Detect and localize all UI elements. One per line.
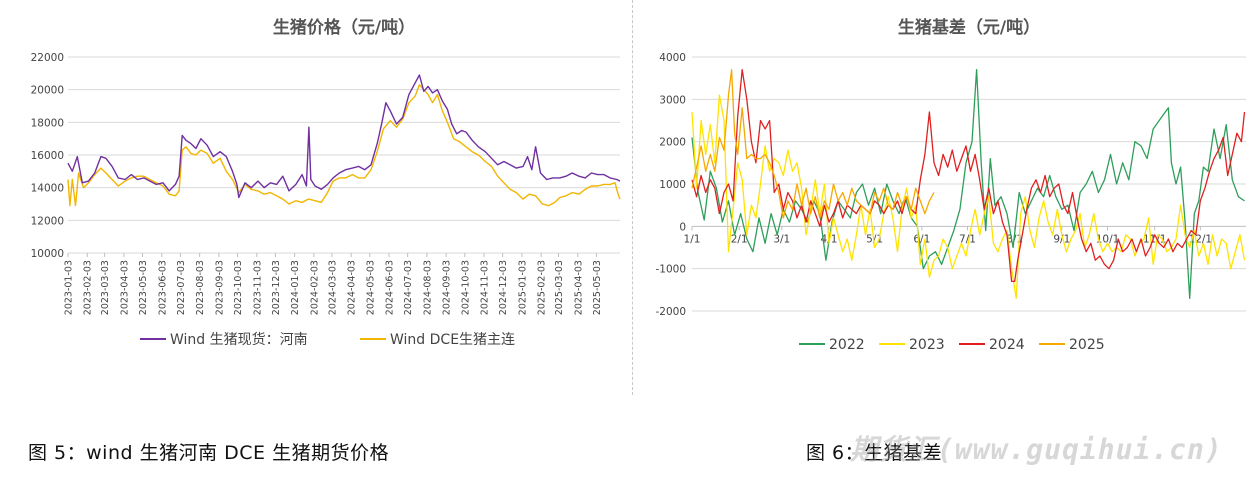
- series-line-spot-henan: [67, 74, 621, 199]
- x-tick-label: 2024-04-03: [347, 260, 358, 315]
- x-tick-label: 2023-11-03: [252, 260, 263, 315]
- x-tick-label: 7/1: [959, 233, 976, 245]
- x-tick-label: 2023-12-03: [271, 260, 282, 315]
- x-tick-label: 9/1: [1053, 233, 1070, 245]
- panel-divider: [632, 0, 633, 395]
- y-tick-label: 18000: [31, 117, 64, 129]
- series-line-2023: [691, 94, 1246, 299]
- x-tick-label: 5/1: [866, 233, 883, 245]
- x-tick-label: 2024-06-03: [385, 260, 396, 315]
- x-tick-label: 2023-06-03: [157, 260, 168, 315]
- x-tick-label: 3/1: [773, 233, 790, 245]
- x-tick-label: 2024-09-03: [442, 260, 453, 315]
- series-line-dce-futures: [67, 84, 621, 207]
- x-tick-label: 2023-10-03: [233, 260, 244, 315]
- x-tick-label: 2023-05-03: [138, 260, 149, 315]
- x-tick-label: 2024-11-03: [480, 260, 491, 315]
- y-tick-label: 22000: [31, 52, 64, 64]
- y-tick-label: 10000: [31, 248, 64, 260]
- y-tick-label: 2000: [659, 137, 686, 149]
- x-tick-label: 2024-08-03: [422, 260, 433, 315]
- y-tick-label: 3000: [659, 94, 686, 106]
- series-line-2024: [691, 69, 1246, 283]
- y-tick-label: 1000: [659, 179, 686, 191]
- x-tick-label: 2024-12-03: [498, 260, 509, 315]
- legend-label: Wind DCE生猪主连: [390, 332, 515, 348]
- x-tick-label: 2024-02-03: [309, 260, 320, 315]
- series-line-2025: [691, 69, 935, 219]
- basis-chart-panel: 生猪基差（元/吨） 4000 3000 2000 1000 0 -1000 -2000 1/1 2…: [634, 0, 1258, 390]
- y-tick-label: 4000: [659, 52, 686, 64]
- basis-chart: 生猪基差（元/吨） 4000 3000 2000 1000 0 -1000 -2000 1/1 2…: [655, 17, 1246, 353]
- x-tick-label: 2024-05-03: [365, 260, 376, 315]
- legend-label: 2024: [989, 337, 1025, 353]
- y-tick-label: -2000: [655, 306, 686, 318]
- x-tick-label: 2024-03-03: [327, 260, 338, 315]
- legend-label: 2025: [1069, 337, 1105, 353]
- price-chart-panel: 生猪价格（元/吨） 22000 20000 18000 16000 14000 12000 1…: [0, 0, 632, 390]
- legend-label: 2022: [829, 337, 865, 353]
- x-tick-label: 10/1: [1096, 233, 1120, 245]
- figure-5-caption: 图 5：wind 生猪河南 DCE 生猪期货价格: [28, 442, 390, 464]
- x-tick-label: 2025-04-03: [573, 260, 584, 315]
- x-tick-label: 2023-04-03: [119, 260, 130, 315]
- x-tick-label: 2025-03-03: [554, 260, 565, 315]
- y-tick-label: -1000: [655, 264, 686, 276]
- x-tick-label: 2024-10-03: [460, 260, 471, 315]
- legend-label: Wind 生猪现货：河南: [170, 331, 308, 348]
- x-tick-label: 2024-01-03: [290, 260, 301, 315]
- watermark: 期货汇(www.guqihui.cn): [850, 433, 1223, 466]
- y-tick-label: 14000: [31, 183, 64, 195]
- x-tick-label: 1/1: [684, 233, 701, 245]
- series-line-2022: [691, 69, 1245, 299]
- y-tick-label: 0: [679, 221, 686, 233]
- x-tick-label: 2023-08-03: [195, 260, 206, 315]
- x-tick-label: 2025-05-03: [592, 260, 603, 315]
- x-tick-label: 2023-01-03: [64, 260, 75, 315]
- x-tick-label: 2025-01-03: [517, 260, 528, 315]
- x-tick-label: 2023-03-03: [100, 260, 111, 315]
- x-tick-label: 11/1: [1143, 233, 1167, 245]
- figure-6-caption: 图 6：生猪基差: [806, 442, 943, 464]
- x-tick-label: 12/1: [1189, 233, 1213, 245]
- x-tick-label: 2023-09-03: [214, 260, 225, 315]
- y-tick-label: 12000: [31, 215, 64, 227]
- x-tick-label: 2024-07-03: [403, 260, 414, 315]
- y-tick-label: 16000: [31, 150, 64, 162]
- y-tick-label: 20000: [31, 85, 64, 97]
- x-tick-label: 2025-02-03: [537, 260, 548, 315]
- x-tick-label: 2/1: [731, 233, 748, 245]
- chart-title: 生猪基差（元/吨）: [898, 17, 1040, 38]
- legend-label: 2023: [909, 337, 945, 353]
- x-tick-label: 2023-02-03: [83, 260, 94, 315]
- x-tick-label: 2023-07-03: [176, 260, 187, 315]
- price-chart: 生猪价格（元/吨） 22000 20000 18000 16000 14000 12000 1…: [31, 17, 621, 348]
- x-tick-label: 6/1: [913, 233, 930, 245]
- chart-title: 生猪价格（元/吨）: [273, 17, 415, 38]
